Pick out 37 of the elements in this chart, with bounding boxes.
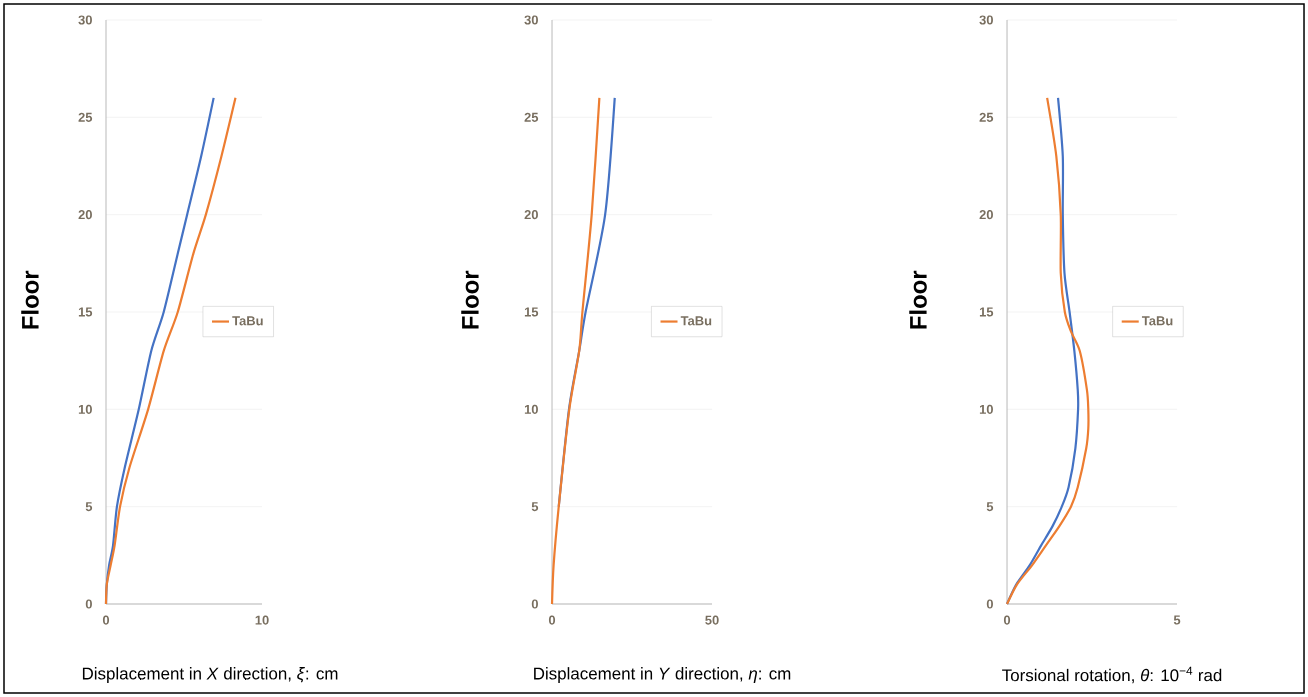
y-tick-label: 30 [979, 15, 993, 25]
y-tick-label: 10 [979, 404, 993, 414]
y-axis-title: Floor [21, 270, 39, 329]
y-tick-label: 15 [524, 307, 539, 317]
y-tick-label: 5 [531, 502, 539, 512]
y-axis-title: Floor [909, 270, 927, 329]
y-tick-label: 30 [78, 15, 92, 25]
y-tick-label: 20 [78, 210, 92, 220]
y-tick-label: 0 [531, 599, 538, 609]
x-tick-label: 10 [255, 615, 269, 625]
x-tick-label: 5 [1173, 615, 1181, 625]
x-tick-label: 0 [1003, 615, 1011, 625]
y-axis-title: Floor [461, 270, 479, 329]
x-tick-label: 0 [548, 615, 556, 625]
y-tick-label: 15 [979, 307, 994, 317]
x-axis-title: Torsional rotation, θ: 10$^{−4}$ rad [1002, 666, 1222, 684]
x-axis-title: Displacement in X direction, ξ: cm [82, 667, 338, 683]
x-axis-title: Displacement in Y direction, η: cm [534, 667, 791, 683]
line-series [550, 96, 601, 606]
y-tick-label: 15 [78, 307, 93, 317]
y-tick-label: 0 [986, 599, 993, 609]
y-tick-label: 5 [85, 502, 93, 512]
y-tick-label: 10 [78, 404, 92, 414]
y-tick-label: 30 [524, 15, 538, 25]
legend-label: TaBu [680, 316, 712, 326]
y-tick-label: 25 [979, 112, 994, 122]
legend-label: TaBu [232, 316, 263, 326]
y-tick-label: 10 [524, 404, 538, 414]
y-tick-label: 5 [986, 502, 994, 512]
y-tick-label: 20 [524, 210, 538, 220]
y-tick-label: 20 [979, 210, 993, 220]
y-tick-label: 25 [524, 112, 539, 122]
x-tick-label: 0 [102, 615, 110, 625]
legend-label: TaBu [1141, 316, 1173, 326]
x-tick-label: 50 [705, 615, 719, 625]
y-tick-label: 25 [78, 112, 93, 122]
y-tick-label: 0 [85, 599, 92, 609]
